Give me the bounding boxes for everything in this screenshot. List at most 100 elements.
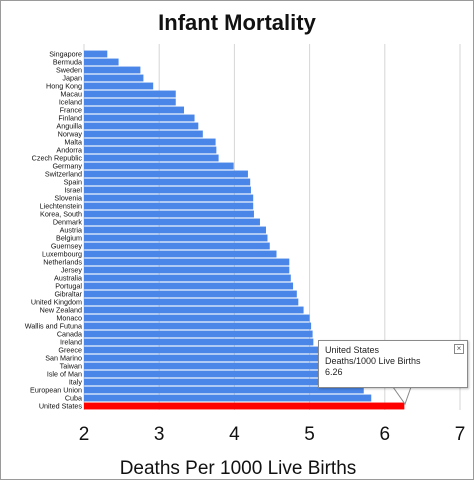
bar[interactable] <box>84 242 270 250</box>
category-label: Slovenia <box>54 194 82 203</box>
bar[interactable] <box>84 314 310 322</box>
bar[interactable] <box>84 354 336 362</box>
category-label: Luxembourg <box>42 250 82 259</box>
category-label: Germany <box>52 162 82 171</box>
bar[interactable] <box>84 402 405 410</box>
category-label: Czech Republic <box>32 154 83 163</box>
category-label: Israel <box>64 186 82 195</box>
category-label: Monaco <box>56 314 82 323</box>
category-label: United Kingdom <box>31 298 82 307</box>
category-label: Jersey <box>61 266 83 275</box>
category-label: Liechtenstein <box>40 202 82 211</box>
category-label: Ireland <box>60 338 82 347</box>
x-tick-label: 2 <box>79 424 90 445</box>
category-label: Spain <box>64 178 82 187</box>
category-label: Canada <box>57 330 82 339</box>
bar[interactable] <box>84 98 176 106</box>
x-tick-label: 6 <box>380 424 391 445</box>
bar[interactable] <box>84 290 297 298</box>
category-label: Iceland <box>59 98 82 107</box>
bar[interactable] <box>84 90 176 98</box>
category-label: European Union <box>30 386 82 395</box>
bar[interactable] <box>84 298 299 306</box>
category-label: Australia <box>54 274 82 283</box>
category-label: Greece <box>58 346 82 355</box>
bar[interactable] <box>84 218 260 226</box>
x-axis-label: Deaths Per 1000 Live Births <box>120 458 357 479</box>
bar[interactable] <box>84 186 251 194</box>
category-label: Wallis and Futuna <box>25 322 82 331</box>
tooltip-country: United States <box>325 345 380 355</box>
bar[interactable] <box>84 370 338 378</box>
bar[interactable] <box>84 162 234 170</box>
bar[interactable] <box>84 258 290 266</box>
bar[interactable] <box>84 274 291 282</box>
bar[interactable] <box>84 50 108 58</box>
bar[interactable] <box>84 74 144 82</box>
bar[interactable] <box>84 154 219 162</box>
category-label: Cuba <box>65 394 82 403</box>
x-tick-label: 3 <box>154 424 165 445</box>
bar[interactable] <box>84 386 364 394</box>
bar[interactable] <box>84 130 203 138</box>
bar[interactable] <box>84 338 314 346</box>
bar[interactable] <box>84 322 312 330</box>
category-label: Denmark <box>53 218 83 227</box>
category-label: Taiwan <box>60 362 82 371</box>
category-label: Andorra <box>56 146 82 155</box>
category-label: Anguilla <box>56 122 82 131</box>
category-label: Gibraltar <box>54 290 82 299</box>
category-label: New Zealand <box>40 306 82 315</box>
bar[interactable] <box>84 138 216 146</box>
bar[interactable] <box>84 146 217 154</box>
category-label: San Marino <box>45 354 82 363</box>
bar[interactable] <box>84 378 348 386</box>
bar[interactable] <box>84 282 294 290</box>
category-label: Italy <box>69 378 83 387</box>
x-tick-label: 7 <box>455 424 466 445</box>
category-label: Switzerland <box>45 170 82 179</box>
bar[interactable] <box>84 178 251 186</box>
category-label: Japan <box>62 74 82 83</box>
category-label: Macau <box>60 90 82 99</box>
x-tick-label: 4 <box>229 424 240 445</box>
category-label: Finland <box>58 114 82 123</box>
bar[interactable] <box>84 346 322 354</box>
bar[interactable] <box>84 394 372 402</box>
bar[interactable] <box>84 58 119 66</box>
category-label: Hong Kong <box>46 82 82 91</box>
tooltip-value: 6.26 <box>325 367 343 377</box>
category-label: Belgium <box>56 234 82 243</box>
bar[interactable] <box>84 82 154 90</box>
bar[interactable] <box>84 66 141 74</box>
bar[interactable] <box>84 234 268 242</box>
bar[interactable] <box>84 362 336 370</box>
category-label: Netherlands <box>43 258 82 267</box>
bar[interactable] <box>84 226 266 234</box>
category-label: Norway <box>58 130 83 139</box>
bar[interactable] <box>84 330 313 338</box>
bar[interactable] <box>84 202 254 210</box>
category-label: Bermuda <box>53 58 82 67</box>
bar[interactable] <box>84 114 195 122</box>
x-tick-label: 5 <box>304 424 315 445</box>
category-label: Portugal <box>55 282 82 291</box>
category-label: Singapore <box>49 50 82 59</box>
bar[interactable] <box>84 266 290 274</box>
category-label: Isle of Man <box>47 370 82 379</box>
category-label: United States <box>39 402 83 411</box>
category-label: Guernsey <box>51 242 83 251</box>
bar[interactable] <box>84 210 254 218</box>
bar[interactable] <box>84 306 304 314</box>
close-icon[interactable]: × <box>454 344 464 354</box>
bar[interactable] <box>84 122 199 130</box>
category-label: Austria <box>60 226 82 235</box>
bar[interactable] <box>84 250 277 258</box>
bar[interactable] <box>84 106 185 114</box>
bar[interactable] <box>84 194 254 202</box>
category-label: Malta <box>64 138 82 147</box>
bar[interactable] <box>84 170 248 178</box>
tooltip-metric: Deaths/1000 Live Births <box>325 356 421 366</box>
